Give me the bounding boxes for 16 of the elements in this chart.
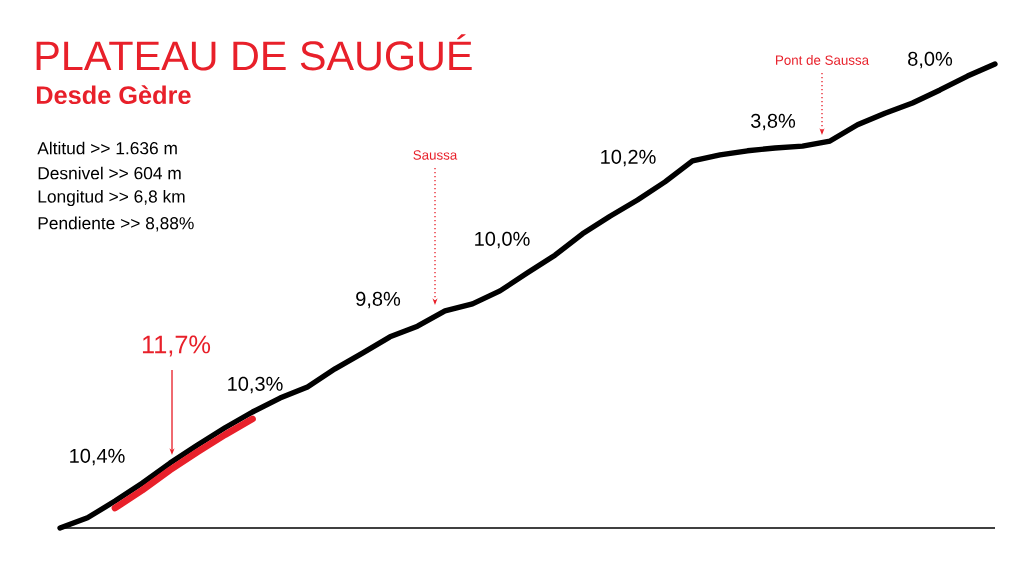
annotation: 8,0% [908, 51, 953, 69]
annotation: 11,7% [142, 335, 211, 357]
annotation: 10,4% [70, 448, 125, 466]
annotation: 10,3% [228, 376, 283, 394]
annotation: 10,0% [475, 231, 530, 249]
text: Desde Gèdre [36, 85, 191, 105]
chart-title: PLATEAU DE SAUGUÉ [36, 34, 472, 71]
annotation: Longitud >> 6,8 km [38, 189, 185, 207]
annotation: Saussa [413, 150, 458, 160]
annotation: Desnivel >> 604 m [38, 166, 181, 180]
annotation: 3,8% [750, 113, 796, 131]
annotation: Pendiente >> 8,88% [38, 216, 194, 232]
annotation: 9,8% [356, 291, 401, 309]
annotation: Altitud >> 1.636 m [37, 141, 177, 155]
annotation: 10,2% [601, 149, 656, 167]
annotation: Pont de Saussa [776, 55, 870, 65]
